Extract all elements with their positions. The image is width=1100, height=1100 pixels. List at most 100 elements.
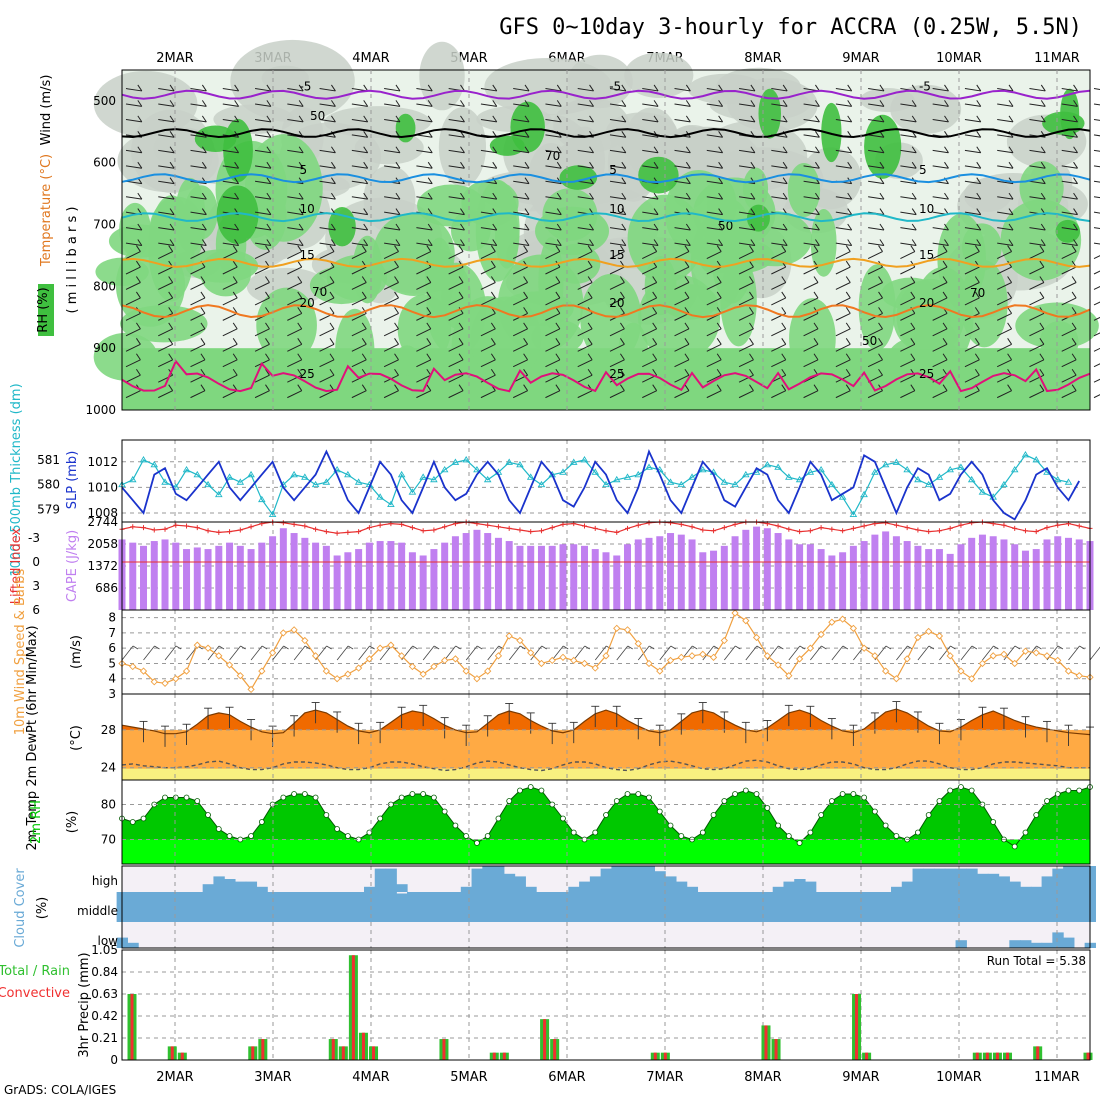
rh-shade-green	[394, 345, 420, 376]
wind-barb	[847, 239, 853, 246]
wind-barb	[234, 192, 240, 200]
wind-speed-point	[150, 678, 158, 686]
wind-barb	[460, 239, 465, 246]
wind-barb	[813, 384, 819, 391]
date-label: 5MAR	[450, 1070, 487, 1085]
wind-barb-10m	[831, 645, 844, 661]
wind-barb	[512, 266, 528, 275]
wind-barb	[287, 297, 302, 306]
cloud-cell	[1020, 940, 1032, 948]
wind-barb	[158, 103, 175, 107]
li-point	[194, 525, 200, 531]
cloud-cell	[955, 892, 967, 922]
wind-barb	[168, 291, 174, 299]
precip-conv-bar	[975, 1052, 979, 1060]
wind-barb	[750, 100, 756, 107]
wind-barb	[125, 149, 142, 154]
wind-speed-point	[398, 652, 406, 660]
wind-barb	[169, 131, 175, 138]
wind-barb	[674, 118, 691, 123]
wind-barb	[911, 239, 917, 246]
thickness-point	[978, 488, 987, 495]
thickness-point	[1053, 475, 1062, 483]
temp-contour-label: 5	[919, 163, 927, 177]
wind-barb	[394, 338, 399, 345]
rh-point	[624, 791, 631, 797]
date-label: 9MAR	[842, 1070, 879, 1085]
wind-barb	[642, 165, 659, 169]
wind-barb	[427, 161, 433, 169]
cloud-cell	[600, 868, 612, 892]
cape-bar	[419, 555, 427, 610]
cape-bar	[140, 545, 148, 610]
wind-barb	[1061, 266, 1077, 275]
wind-barb	[1071, 368, 1077, 376]
cape-bar	[871, 534, 879, 610]
wind-barb	[674, 103, 691, 107]
wind-barb	[771, 328, 786, 337]
rh-point	[420, 791, 427, 797]
cloud-cell	[493, 866, 505, 892]
thickness-point	[301, 473, 309, 480]
wind-barb	[619, 245, 625, 252]
wind-barb	[1061, 374, 1077, 383]
cloud-cell	[1030, 886, 1043, 892]
wind-barb-10m	[563, 645, 569, 650]
precip-conv-bar	[351, 955, 355, 1060]
temp-contour-label: 25	[609, 367, 624, 381]
wind-barb	[815, 239, 820, 246]
thickness-point	[838, 493, 847, 500]
wind-barb	[490, 353, 496, 361]
wind-barb	[944, 146, 949, 154]
wind-barb	[976, 100, 982, 107]
wind-barb	[331, 192, 336, 200]
temp-line	[121, 708, 1091, 736]
wind-barb	[847, 192, 853, 200]
wind-barb	[169, 146, 175, 154]
wind-barb	[942, 322, 948, 330]
wind-barb	[394, 307, 399, 314]
wind-barb	[932, 227, 949, 231]
li-point	[689, 524, 695, 530]
wind-barb	[1040, 84, 1046, 92]
cape-bar	[828, 555, 836, 610]
cloud-cell	[955, 940, 967, 948]
wind-barb	[781, 245, 787, 252]
wind-barb	[577, 297, 593, 306]
wind-barb	[200, 353, 206, 361]
cape-bar	[796, 544, 804, 610]
wind-barb	[878, 245, 883, 252]
wind-barb	[158, 266, 173, 275]
slp-tick: 1008	[87, 506, 118, 520]
wind-tick: 6	[108, 641, 116, 655]
wind-speed-point	[1043, 652, 1051, 660]
cape-bar	[753, 526, 761, 610]
wind-barb	[782, 239, 788, 246]
wind-barb	[685, 146, 691, 154]
precip-conv-bar	[170, 1046, 174, 1060]
wind-barb	[868, 227, 885, 231]
wind-barb	[577, 227, 594, 231]
wind-barb	[395, 208, 401, 215]
wind-barb	[642, 118, 659, 123]
wind-barb	[545, 312, 561, 321]
wind-barb	[524, 115, 530, 123]
wind-barb	[782, 192, 788, 200]
wind-barb	[394, 276, 399, 283]
rh-point	[1044, 798, 1050, 804]
wind-barb	[847, 146, 853, 154]
cloud-cell	[181, 892, 193, 922]
thickness-point	[763, 460, 772, 468]
rh-point	[527, 784, 534, 790]
wind-barb	[254, 297, 270, 306]
wind-barb	[738, 227, 755, 231]
thickness-point	[225, 473, 234, 480]
wind-barb	[878, 368, 883, 376]
thickness-point	[924, 480, 933, 488]
wind-barb	[845, 276, 851, 283]
wind-speed-point	[925, 627, 933, 636]
wind-barb	[642, 196, 659, 200]
wind-barb	[416, 103, 433, 107]
cloud-cell	[1020, 886, 1032, 892]
wind-barb	[942, 260, 948, 268]
